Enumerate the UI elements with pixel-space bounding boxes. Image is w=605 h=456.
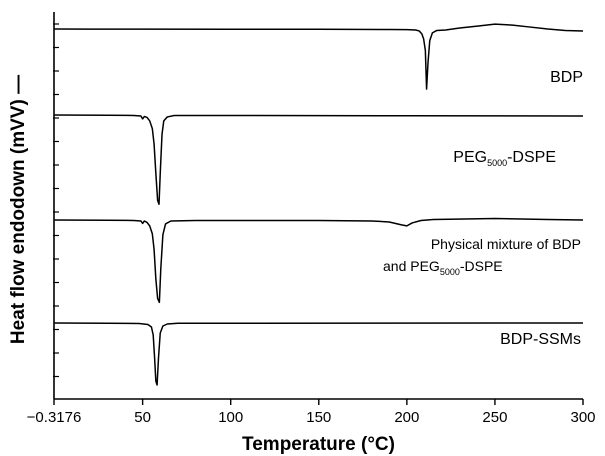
y-axis-title: Heat flow endodown (mVV) —	[8, 75, 29, 344]
x-tick-label: 200	[394, 409, 419, 426]
series-label-text: and PEG	[383, 258, 440, 274]
series-label-text: BDP-SSMs	[500, 331, 581, 348]
series-line-1	[54, 23, 584, 90]
series-label-suffix: -DSPE	[507, 149, 556, 166]
axes: −0.3176 50 100 150 200 250 300	[27, 12, 596, 426]
series-line-2	[54, 114, 584, 205]
series-label-text: PEG	[453, 149, 487, 166]
series-label-2: PEG5000-DSPE	[453, 149, 556, 168]
series-label-text: BDP	[550, 69, 583, 86]
x-tick-label: −0.3176	[27, 409, 82, 426]
y-ticks	[53, 23, 59, 378]
series-label-4: BDP-SSMs	[500, 331, 581, 348]
x-tick-label: 50	[134, 409, 151, 426]
x-tick-label: 100	[218, 409, 243, 426]
series-label-3-line-1: Physical mixture of BDP	[431, 236, 581, 252]
series-label-subscript: 5000	[487, 158, 507, 168]
series-label-text: Physical mixture of BDP	[431, 236, 581, 252]
x-tick-label: 300	[570, 409, 595, 426]
series-label-suffix: -DSPE	[460, 258, 503, 274]
series-line-4	[54, 322, 584, 386]
series-label-1: BDP	[550, 69, 583, 86]
series-label-subscript: 5000	[440, 267, 460, 277]
series-layer	[54, 23, 584, 386]
x-axis-title: Temperature (°C)	[242, 434, 395, 455]
x-tick-label: 250	[482, 409, 507, 426]
x-tick-label: 150	[306, 409, 331, 426]
series-line-3	[54, 217, 584, 304]
series-label-3-line-2: and PEG5000-DSPE	[383, 258, 503, 277]
x-ticks: −0.3176 50 100 150 200 250 300	[27, 399, 596, 426]
